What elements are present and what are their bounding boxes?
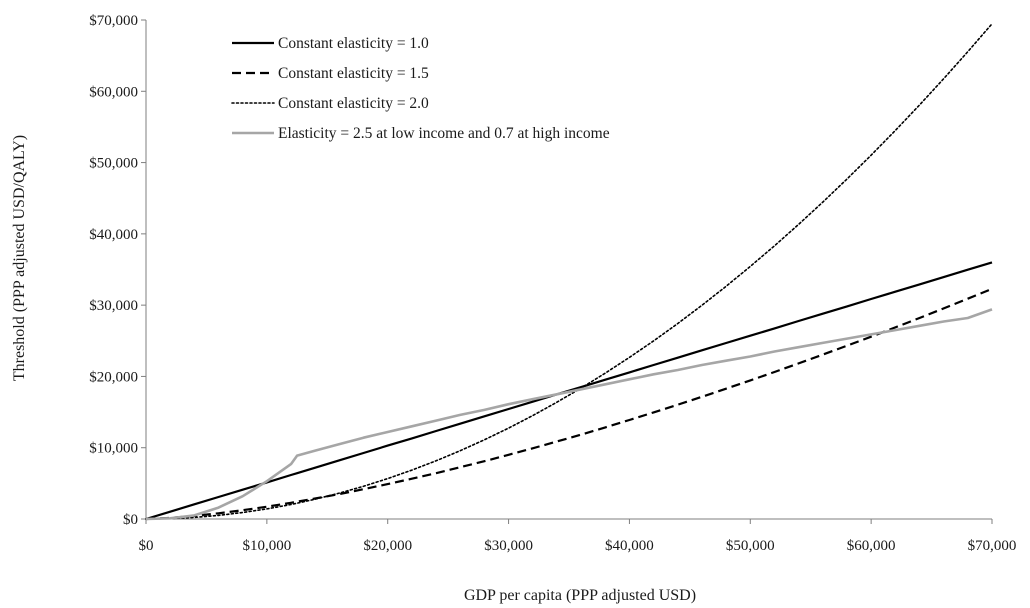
series-line-2 <box>145 287 993 521</box>
legend: Constant elasticity = 1.0 Constant elasti… <box>231 35 610 142</box>
y-tick-label: $60,000 <box>89 84 138 100</box>
y-tick-label: $50,000 <box>89 156 138 172</box>
x-tick-label: $40,000 <box>605 538 654 554</box>
series-line-4 <box>145 308 993 521</box>
series-lines <box>145 22 993 521</box>
y-tick-label: $0 <box>123 512 138 528</box>
y-axis: $0 $10,000 $20,000 $30,000 $40,000 $50,000 $60… <box>89 13 147 528</box>
series-line-3 <box>145 22 993 520</box>
y-tick-label: $20,000 <box>89 369 138 385</box>
y-tick-label: $10,000 <box>89 441 138 457</box>
y-tick-label: $30,000 <box>89 298 138 314</box>
x-tick-label: $30,000 <box>484 538 533 554</box>
x-tick-label: $20,000 <box>363 538 412 554</box>
y-axis-title: Threshold (PPP adjusted USD/QALY) <box>11 135 28 381</box>
x-tick-label: $70,000 <box>968 538 1017 554</box>
x-tick-label: $50,000 <box>726 538 775 554</box>
legend-label-4: Elasticity = 2.5 at low income and 0.7 a… <box>278 125 610 142</box>
legend-label-1: Constant elasticity = 1.0 <box>278 35 429 52</box>
x-axis: $0 $10,000 $20,000 $30,000 $40,000 $50,000 $60… <box>139 518 1017 554</box>
y-tick-label: $70,000 <box>89 13 138 29</box>
legend-label-3: Constant elasticity = 2.0 <box>278 95 429 112</box>
x-tick-label: $60,000 <box>847 538 896 554</box>
x-tick-label: $0 <box>139 538 154 554</box>
x-axis-title: GDP per capita (PPP adjusted USD) <box>464 587 696 604</box>
y-tick-label: $40,000 <box>89 227 138 243</box>
legend-label-2: Constant elasticity = 1.5 <box>278 65 429 82</box>
x-tick-label: $10,000 <box>242 538 291 554</box>
